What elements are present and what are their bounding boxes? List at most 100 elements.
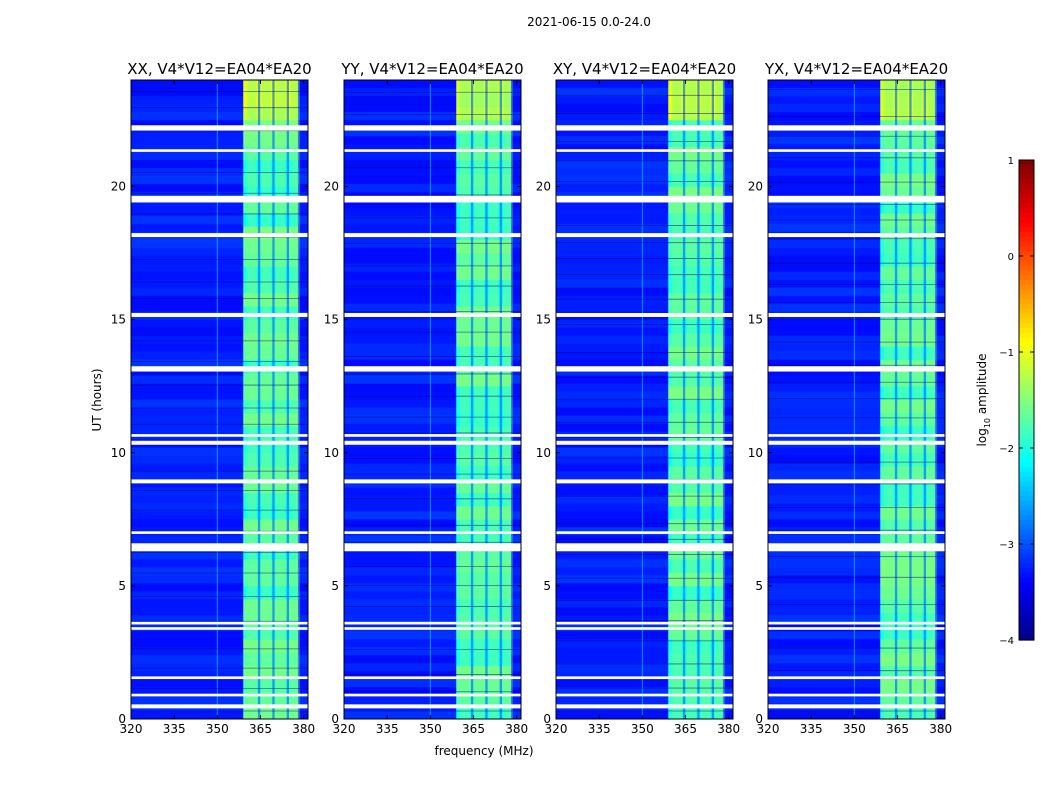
signal-block <box>880 332 935 347</box>
colorbar-segment <box>1019 260 1034 267</box>
noise-row <box>556 167 733 177</box>
noise-row <box>768 447 945 456</box>
colorbar-segment <box>1019 635 1034 641</box>
colorbar-segment <box>1019 400 1034 406</box>
noise-row <box>768 303 945 313</box>
flagged-row <box>131 627 308 630</box>
noise-row <box>344 575 521 584</box>
flagged-row <box>344 704 521 709</box>
signal-block <box>243 319 298 334</box>
colorbar-segment <box>1019 280 1034 286</box>
signal-block <box>456 266 511 280</box>
signal-block <box>456 80 511 94</box>
colorbar-segment <box>1019 256 1034 262</box>
colorbar-tick-label: −1 <box>999 348 1014 359</box>
noise-row <box>768 615 945 624</box>
flagged-row <box>768 434 945 437</box>
colorbar-segment <box>1019 620 1034 627</box>
noise-row <box>768 383 945 393</box>
noise-row <box>768 511 945 520</box>
signal-block <box>668 80 723 94</box>
subchannel-stripe <box>261 80 271 719</box>
noise-row <box>556 463 733 472</box>
flagged-row <box>344 195 521 203</box>
signal-block <box>880 80 935 94</box>
noise-row <box>768 343 945 353</box>
flagged-row <box>556 125 733 131</box>
signal-block <box>668 266 723 280</box>
noise-row <box>344 335 521 345</box>
noise-row <box>344 375 521 385</box>
noise-row <box>768 647 945 656</box>
noise-row <box>556 711 733 720</box>
x-tick-label: 380 <box>505 722 528 736</box>
signal-block <box>243 213 298 227</box>
signal-block <box>668 679 723 693</box>
colorbar-segment <box>1019 246 1034 252</box>
colorbar-segment <box>1019 212 1034 219</box>
signal-block <box>880 585 935 600</box>
noise-row <box>344 479 521 488</box>
heatmap-panels: XX, V4*V12=EA04*EA20 320 335 350 365 380 0 5 10 1… <box>111 60 952 736</box>
noise-row <box>131 335 308 345</box>
noise-row <box>768 239 945 249</box>
colorbar-segment <box>1019 611 1034 617</box>
flagged-row <box>556 233 733 238</box>
panel-frame <box>130 79 309 720</box>
noise-row <box>344 135 521 145</box>
noise-row <box>344 455 521 464</box>
signal-block <box>880 319 935 334</box>
noise-row <box>344 415 521 424</box>
x-tick-label: 335 <box>588 722 611 736</box>
colorbar-segment <box>1019 467 1034 473</box>
y-tick-label: 10 <box>324 446 339 460</box>
y-tick-label: 0 <box>543 712 551 726</box>
noise-row <box>344 679 521 688</box>
noise-row <box>556 111 733 121</box>
signal-block <box>243 93 298 107</box>
panel-3: XY, V4*V12=EA04*EA20 320 335 350 365 380 0 5 10 1… <box>536 60 740 736</box>
colorbar-segment <box>1019 193 1034 199</box>
noise-row <box>344 631 521 640</box>
noise-row <box>344 647 521 656</box>
signal-block <box>880 279 935 294</box>
y-tick-label: 15 <box>748 313 763 327</box>
noise-row <box>556 119 733 129</box>
flagged-row <box>556 531 733 534</box>
signal-block <box>668 572 723 587</box>
noise-row <box>131 327 308 337</box>
colorbar-segment <box>1019 582 1034 588</box>
signal-block <box>456 93 511 107</box>
colorbar-segment <box>1019 428 1034 435</box>
flagged-row <box>344 531 521 534</box>
noise-row <box>344 279 521 289</box>
noise-row <box>131 463 308 472</box>
signal-block <box>456 585 511 600</box>
noise-row <box>556 391 733 400</box>
flagged-row <box>131 312 308 317</box>
flagged-row <box>768 543 945 552</box>
signal-block <box>243 199 298 214</box>
noise-row <box>344 511 521 520</box>
flagged-row <box>768 621 945 625</box>
panel-frame <box>767 79 946 720</box>
signal-block <box>880 559 935 573</box>
colorbar-segment <box>1019 563 1034 569</box>
noise-row <box>768 567 945 576</box>
signal-block <box>668 412 723 427</box>
flagged-row <box>556 627 733 630</box>
signal-block <box>880 106 935 121</box>
colorbar-segment <box>1019 188 1034 195</box>
colorbar-segment <box>1019 289 1034 295</box>
noise-row <box>131 391 308 400</box>
noise-row <box>344 359 521 369</box>
noise-row <box>131 143 308 153</box>
x-tick-label: 365 <box>886 722 909 736</box>
colorbar-segment <box>1019 241 1034 247</box>
noise-row <box>768 207 945 217</box>
noise-row <box>131 175 308 185</box>
colorbar-segment <box>1019 534 1034 540</box>
colorbar-segment <box>1019 424 1034 430</box>
noise-row <box>556 287 733 297</box>
flagged-row <box>344 312 521 317</box>
